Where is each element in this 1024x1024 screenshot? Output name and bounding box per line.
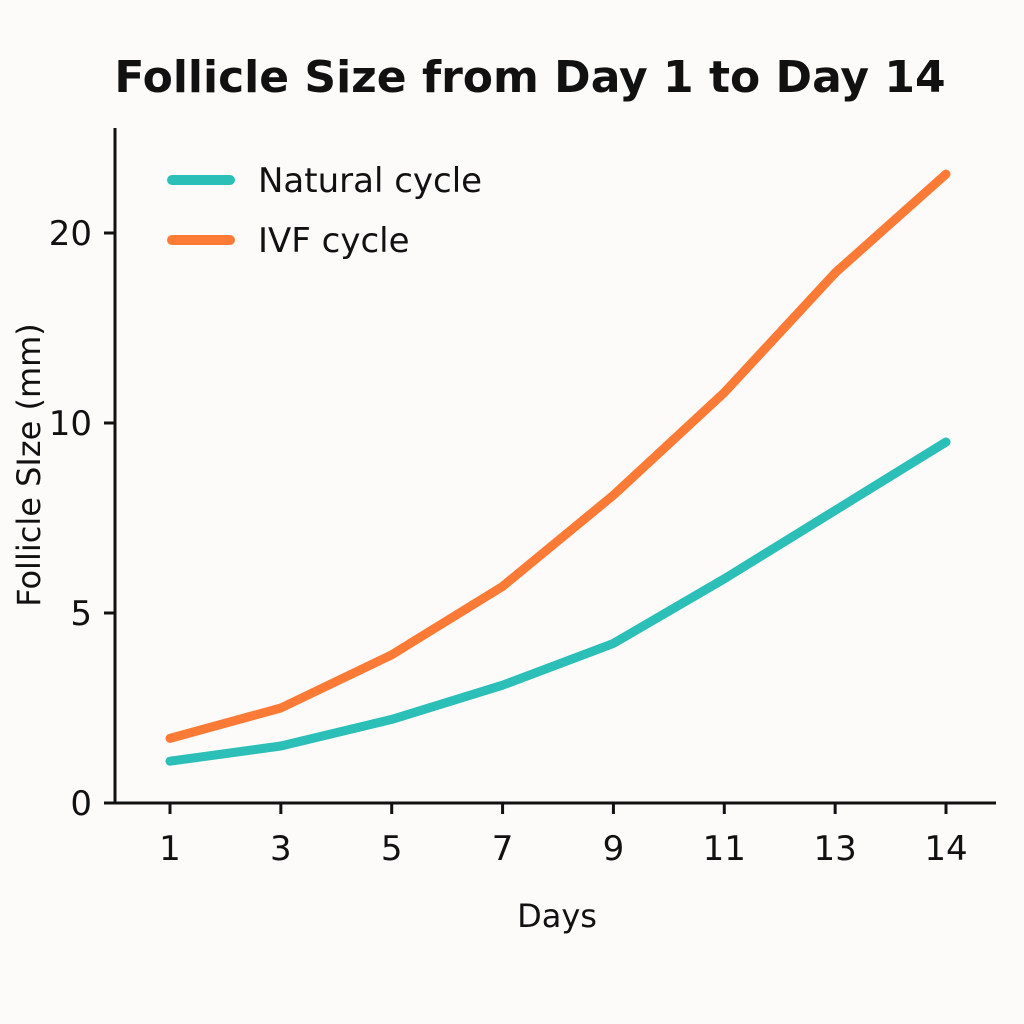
x-tick-label: 9	[603, 829, 625, 869]
y-tick-label: 20	[49, 214, 92, 254]
x-axis-label: Days	[517, 897, 597, 935]
series-line-0	[165, 437, 951, 766]
x-tick-label: 13	[814, 829, 857, 869]
y-tick-label: 5	[70, 594, 92, 634]
y-tick-label: 0	[70, 784, 92, 824]
x-tick-label: 5	[381, 829, 403, 869]
x-tick-label: 7	[492, 829, 514, 869]
legend-label: Natural cycle	[258, 161, 482, 201]
x-tick-label: 3	[270, 829, 292, 869]
legend-label: IVF cycle	[258, 221, 410, 261]
legend: Natural cycle IVF cycle	[167, 161, 482, 261]
y-tick-label: 10	[49, 404, 92, 444]
x-tick-label: 14	[924, 829, 967, 869]
y-axis-label: Follicle SIze (mm)	[10, 323, 48, 607]
x-tick-label: 1	[159, 829, 181, 869]
x-tick-label: 11	[703, 829, 746, 869]
chart-title: Follicle Size from Day 1 to Day 14	[114, 52, 945, 103]
series-line-1	[165, 169, 951, 743]
